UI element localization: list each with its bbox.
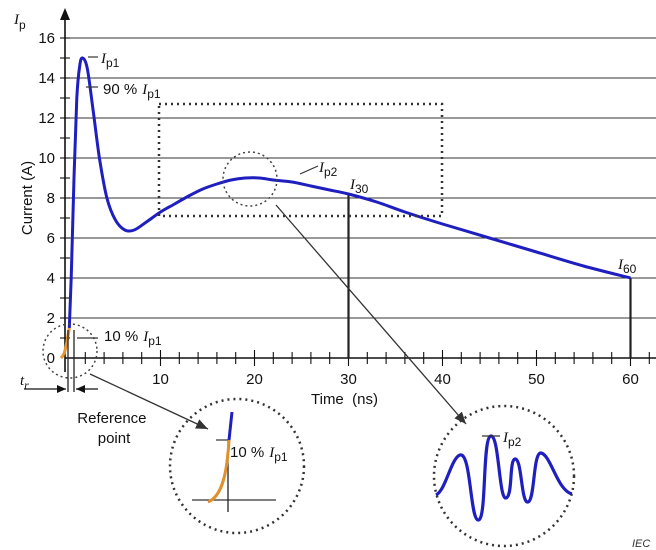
i30-label: I30 [349, 177, 369, 196]
x-tick-label: 40 [434, 371, 451, 388]
peak2-inset-circle [432, 404, 576, 548]
current-waveform-line [67, 56, 631, 329]
rise-highlight-circle [42, 323, 98, 379]
pct10-label: 10 % Ip1 [104, 328, 162, 348]
y-tick-label: 10 [38, 150, 55, 167]
tr-label: tr [20, 373, 29, 392]
x-tick-label: 20 [246, 371, 263, 388]
x-tick-label: 60 [622, 371, 639, 388]
rise-inset-circle [168, 397, 306, 535]
x-tick-label: 50 [528, 371, 545, 388]
y-axis-symbol: Ip [13, 12, 26, 32]
x-tick-label: 10 [152, 371, 169, 388]
ip2-leader [299, 165, 319, 175]
i60-label: I60 [617, 257, 637, 276]
y-tick-label: 8 [47, 190, 55, 207]
rise-inset-orange-curve [207, 439, 231, 504]
pct90-label: 90 % Ip1 [103, 81, 161, 101]
y-tick-label: 14 [38, 70, 55, 87]
x-axis-title: Time (ns) [311, 391, 378, 408]
peak2-detail-inset: Ip2 [432, 404, 576, 548]
reference-point-label: Reference point [77, 410, 150, 447]
corner-mark: IEC [632, 538, 650, 550]
rise-detail-inset: 10 % Ip1 [168, 397, 306, 535]
zoom-region-box [157, 102, 444, 218]
y-tick-label: 4 [47, 270, 55, 287]
arrow-to-right-inset [275, 204, 467, 425]
arrow-to-left-inset [89, 373, 209, 430]
x-tick-label: 30 [340, 371, 357, 388]
y-tick-label: 12 [38, 110, 55, 127]
peak2-highlight-circle [222, 151, 278, 207]
ip2-label: Ip2 [318, 160, 338, 179]
rise-inset-blue-curve [227, 411, 234, 441]
ip1-label: Ip1 [100, 51, 120, 70]
y-axis-title: Current (A) [19, 161, 36, 235]
gridlines [65, 37, 656, 319]
y-tick-label: 0 [47, 350, 55, 367]
rise-inset-label: 10 % Ip1 [230, 444, 288, 464]
y-axis-arrowhead [60, 8, 70, 20]
axes [60, 8, 656, 372]
peak2-inset-label: Ip2 [502, 430, 522, 449]
y-tick-label: 6 [47, 230, 55, 247]
y-tick-label: 2 [47, 310, 55, 327]
peak2-inset-oscillation [434, 434, 573, 522]
tick-labels: 0 2 4 6 8 10 12 14 16 10 20 30 40 50 60 [38, 30, 639, 388]
y-tick-label: 16 [38, 30, 55, 47]
value-markers [347, 194, 632, 358]
